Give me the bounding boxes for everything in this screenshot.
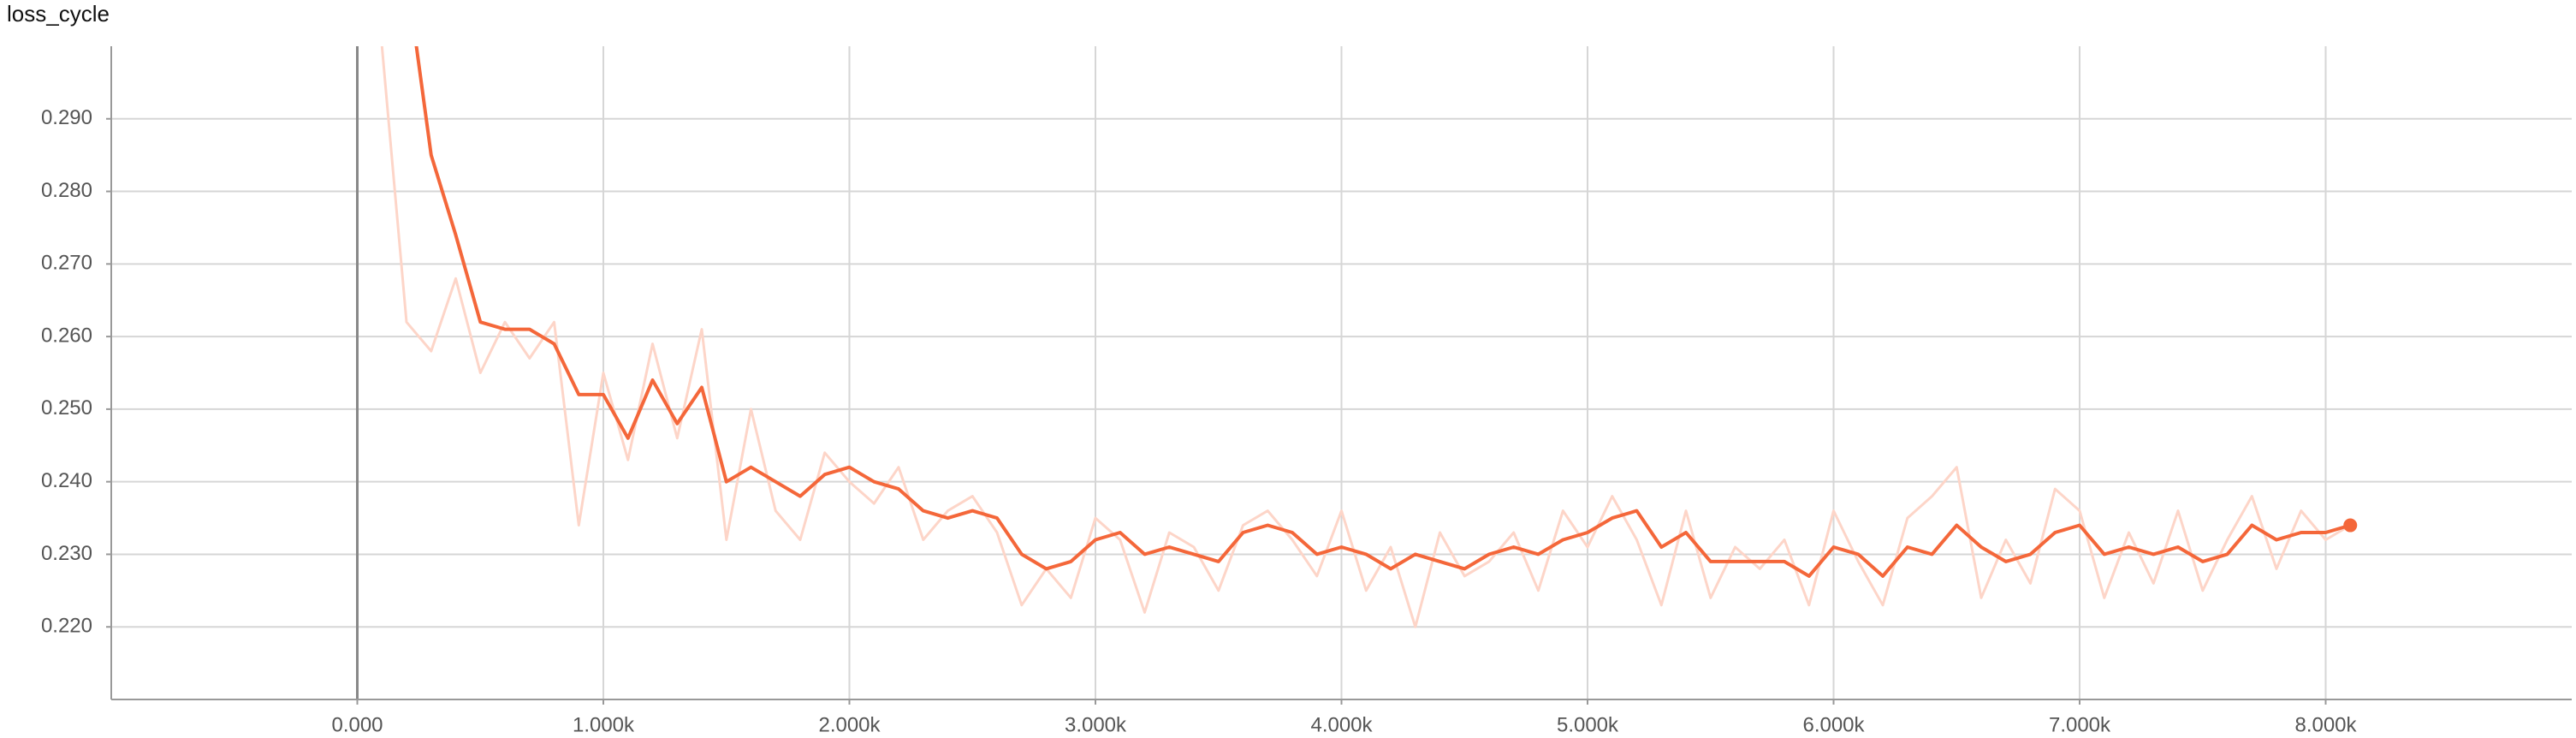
x-tick-label: 1.000k bbox=[573, 713, 635, 736]
x-tick-label: 3.000k bbox=[1065, 713, 1127, 736]
y-tick-label: 0.240 bbox=[41, 469, 92, 492]
end-marker bbox=[2343, 518, 2358, 533]
y-tick-label: 0.280 bbox=[41, 179, 92, 202]
chart-title: loss_cycle bbox=[7, 1, 110, 27]
x-tick-label: 0.000 bbox=[331, 713, 383, 736]
x-tick-label: 8.000k bbox=[2294, 713, 2357, 736]
y-tick-label: 0.220 bbox=[41, 615, 92, 638]
x-tick-label: 7.000k bbox=[2049, 713, 2111, 736]
plot-area bbox=[380, 46, 2358, 628]
series-line bbox=[380, 46, 2352, 628]
y-tick-label: 0.230 bbox=[41, 542, 92, 565]
y-tick-label: 0.270 bbox=[41, 252, 92, 275]
series-line bbox=[414, 46, 2351, 578]
x-tick-label: 4.000k bbox=[1310, 713, 1373, 736]
y-tick-label: 0.250 bbox=[41, 396, 92, 420]
y-tick-label: 0.260 bbox=[41, 324, 92, 347]
y-tick-label: 0.290 bbox=[41, 106, 92, 129]
x-tick-label: 2.000k bbox=[818, 713, 881, 736]
x-tick-label: 5.000k bbox=[1557, 713, 1619, 736]
x-tick-label: 6.000k bbox=[1802, 713, 1865, 736]
